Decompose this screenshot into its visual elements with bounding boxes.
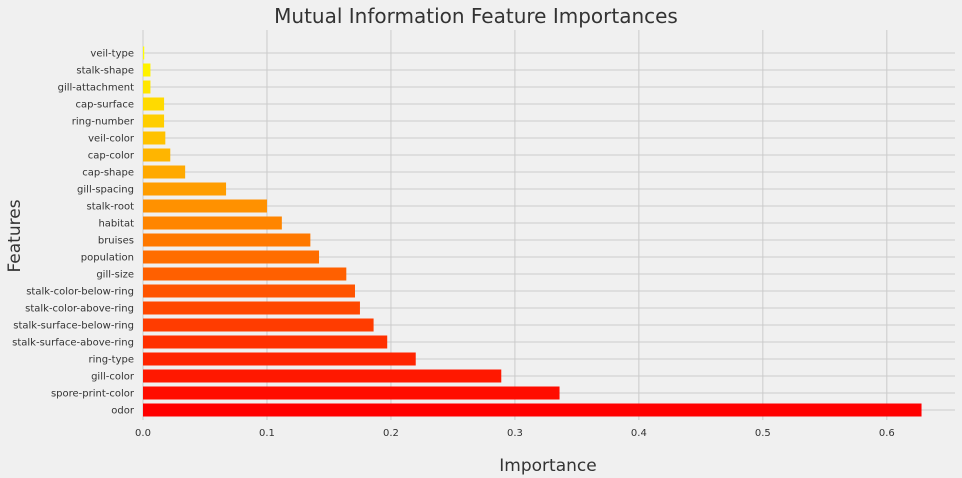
y-tick-label: cap-shape [82,168,134,179]
x-tick-label: 0.6 [879,428,895,439]
bar-population [143,250,320,264]
x-axis-label: Importance [499,456,596,476]
y-axis-label: Features [5,199,25,272]
bar-cap-surface [143,97,165,111]
y-tick-label: stalk-shape [76,66,134,77]
bar-stalk-surface-above-ring [143,335,388,349]
bar-stalk-color-below-ring [143,284,355,298]
y-tick-label: population [81,253,134,264]
y-tick-label: cap-color [88,151,135,162]
bar-cap-color [143,148,171,162]
y-tick-label: stalk-color-above-ring [25,304,134,315]
y-tick-label: ring-number [72,117,135,128]
x-tick-labels: 0.0 0.1 0.2 0.3 0.4 0.5 0.6 [135,428,895,439]
bar-stalk-color-above-ring [143,301,360,315]
bar-stalk-surface-below-ring [143,318,374,332]
bar-cap-shape [143,165,186,179]
y-tick-label: odor [111,406,135,417]
x-tick-label: 0.3 [507,428,523,439]
y-tick-label: bruises [98,236,134,247]
y-tick-label: gill-attachment [58,83,134,94]
y-tick-label: cap-surface [75,100,134,111]
x-tick-label: 0.2 [383,428,399,439]
y-tick-label: gill-spacing [77,185,134,196]
y-tick-label: habitat [98,219,134,230]
y-tick-labels: odor spore-print-color gill-color ring-type… [12,49,135,417]
bar-gill-attachment [143,80,151,94]
bar-veil-type [143,46,145,60]
y-tick-label: spore-print-color [51,389,135,400]
y-tick-label: veil-type [90,49,134,60]
bar-ring-type [143,352,416,366]
y-tick-label: gill-size [96,270,134,281]
bar-gill-color [143,369,502,383]
x-tick-label: 0.5 [755,428,771,439]
x-tick-label: 0.1 [259,428,275,439]
bar-gill-size [143,267,347,281]
y-tick-label: stalk-color-below-ring [26,287,134,298]
bars [143,46,922,417]
y-tick-label: stalk-root [87,202,135,213]
bar-stalk-root [143,199,267,213]
x-tick-label: 0.4 [631,428,647,439]
bar-veil-color [143,131,166,145]
bar-bruises [143,233,311,247]
bar-odor [143,403,922,417]
bar-spore-print-color [143,386,560,400]
bar-stalk-shape [143,63,151,77]
x-tick-label: 0.0 [135,428,151,439]
bar-habitat [143,216,282,230]
chart-title: Mutual Information Feature Importances [274,4,678,28]
y-tick-label: gill-color [91,372,135,383]
y-tick-label: stalk-surface-below-ring [13,321,134,332]
y-tick-label: stalk-surface-above-ring [12,338,134,349]
y-tick-label: ring-type [88,355,134,366]
y-tick-label: veil-color [88,134,135,145]
bar-gill-spacing [143,182,227,196]
bar-ring-number [143,114,165,128]
